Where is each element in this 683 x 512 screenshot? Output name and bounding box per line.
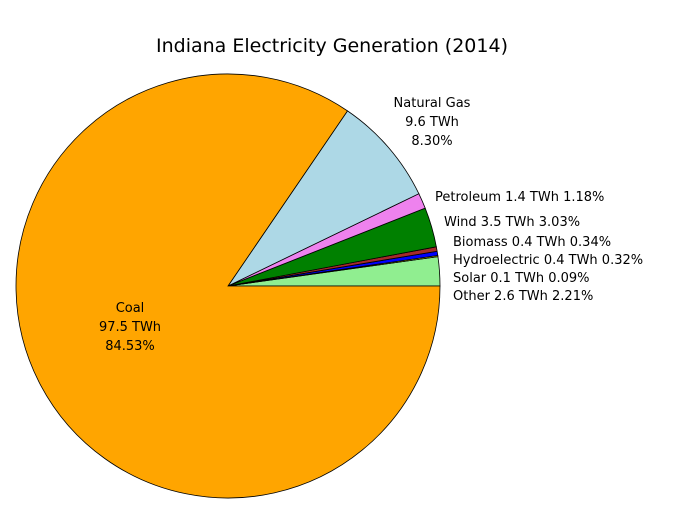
label-coal: Coal 97.5 TWh 84.53% [99,301,161,354]
label-hydroelectric: Hydroelectric 0.4 TWh 0.32% [453,253,643,268]
slice-natural-gas [226,110,420,288]
label-solar: Solar 0.1 TWh 0.09% [453,271,590,286]
label-natural-gas: Natural Gas 9.6 TWh 8.30% [394,96,471,149]
label-wind: Wind 3.5 TWh 3.03% [444,215,580,230]
label-petroleum: Petroleum 1.4 TWh 1.18% [435,190,604,205]
label-other: Other 2.6 TWh 2.21% [453,289,593,304]
slice-coal [15,73,441,499]
chart-title: Indiana Electricity Generation (2014) [156,35,508,57]
label-biomass: Biomass 0.4 TWh 0.34% [453,235,611,250]
